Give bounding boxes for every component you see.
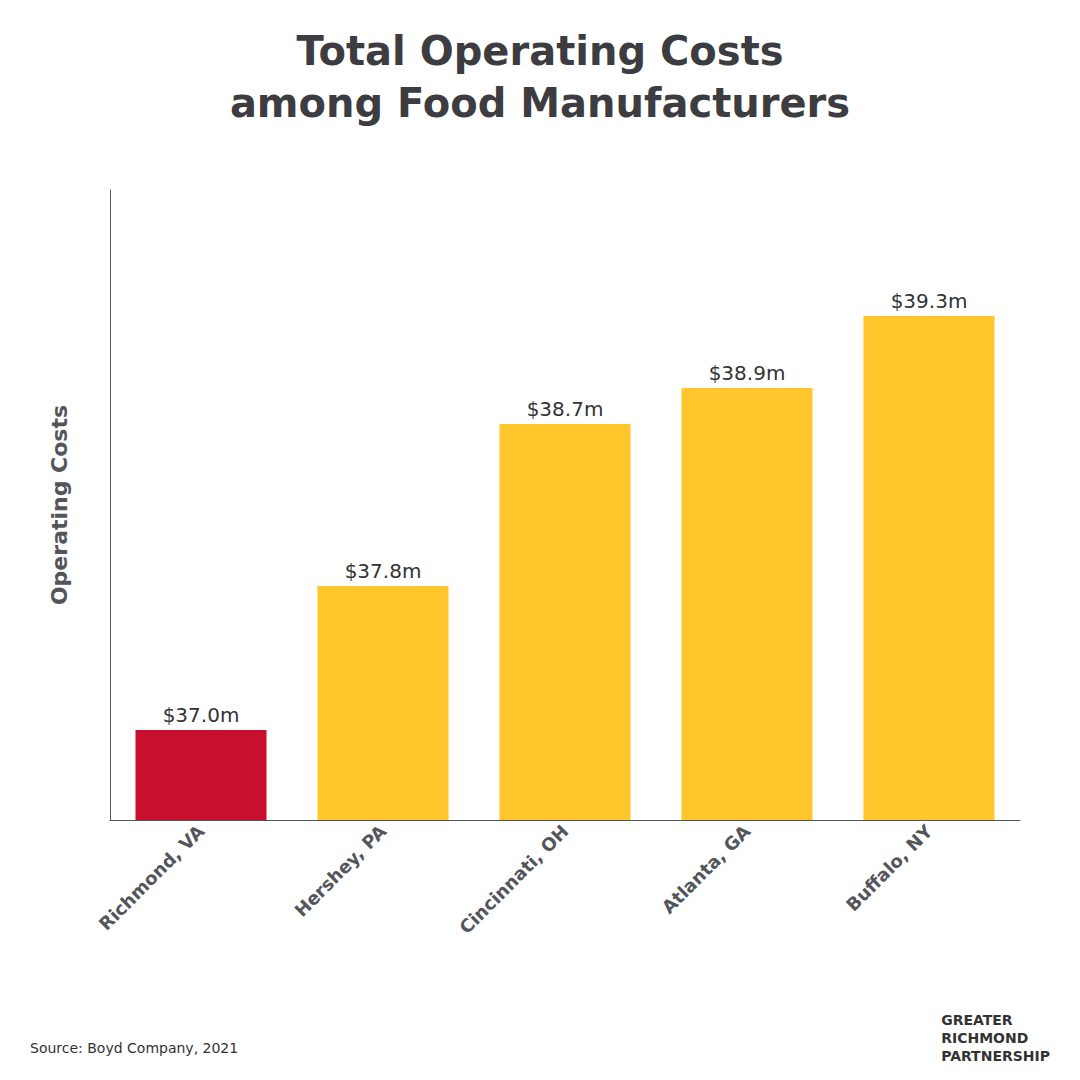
svg-text:Hershey, PA: Hershey, PA	[290, 821, 390, 921]
svg-text:$38.9m: $38.9m	[709, 361, 786, 385]
svg-text:Cincinnati, OH: Cincinnati, OH	[455, 821, 572, 938]
svg-text:RICHMOND: RICHMOND	[941, 1030, 1028, 1046]
svg-text:$37.0m: $37.0m	[163, 703, 240, 727]
svg-text:Operating Costs: Operating Costs	[47, 405, 72, 605]
svg-text:Richmond, VA: Richmond, VA	[95, 821, 209, 935]
svg-text:$38.7m: $38.7m	[527, 397, 604, 421]
svg-text:$37.8m: $37.8m	[345, 559, 422, 583]
svg-text:$39.3m: $39.3m	[891, 289, 968, 313]
svg-text:among Food Manufacturers: among Food Manufacturers	[230, 80, 850, 126]
svg-text:GREATER: GREATER	[941, 1012, 1013, 1028]
svg-text:Source: Boyd Company, 2021: Source: Boyd Company, 2021	[30, 1040, 238, 1056]
svg-text:Buffalo, NY: Buffalo, NY	[842, 820, 937, 915]
svg-text:PARTNERSHIP: PARTNERSHIP	[941, 1048, 1050, 1064]
svg-text:Atlanta, GA: Atlanta, GA	[657, 821, 754, 918]
svg-text:Total Operating Costs: Total Operating Costs	[296, 28, 783, 74]
